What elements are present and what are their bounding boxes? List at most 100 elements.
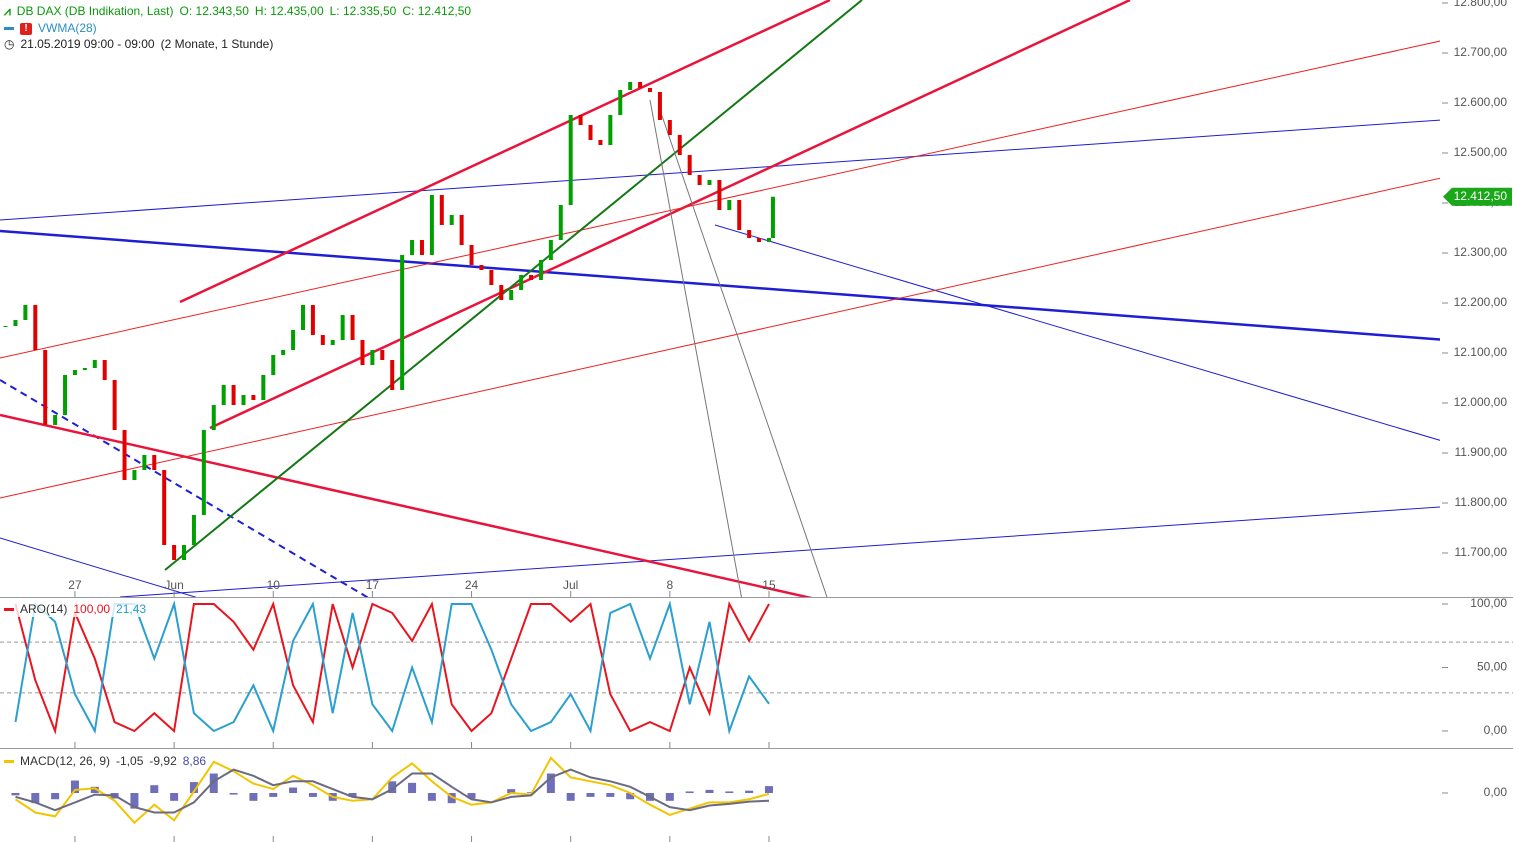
candle — [221, 385, 226, 405]
candle — [538, 260, 543, 280]
candle — [628, 82, 633, 90]
candle — [211, 405, 216, 430]
candle — [82, 368, 87, 370]
indicator-name: MACD(12, 26, 9) — [20, 754, 111, 768]
candle — [757, 238, 762, 242]
candle — [53, 415, 58, 425]
x-tick-label: 10 — [267, 578, 281, 592]
candle — [182, 545, 187, 560]
macd-header: MACD(12, 26, 9) -1,05 -9,92 8,86 — [4, 753, 212, 769]
candle — [191, 515, 196, 545]
indicator-value: 8,86 — [182, 754, 207, 768]
indicator-value: 21,43 — [116, 602, 147, 616]
y-tick-label: 11.900,00 — [1455, 445, 1508, 459]
candle — [330, 340, 335, 345]
x-tick-label: Jun — [164, 578, 183, 592]
indicator-line — [14, 756, 770, 825]
candle — [707, 180, 712, 185]
histogram-bar — [130, 793, 139, 809]
candle — [449, 215, 454, 225]
histogram-bar — [745, 790, 754, 794]
candle — [63, 375, 68, 415]
candle — [261, 375, 266, 400]
candle — [489, 270, 494, 285]
trend-line — [0, 40, 1440, 359]
candle — [92, 360, 97, 368]
candle — [102, 360, 107, 380]
price-header: ⩘ DB DAX (DB Indikation, Last) O: 12.343,5… — [4, 4, 472, 18]
trend-line — [0, 177, 1440, 499]
trend-line — [0, 413, 813, 597]
histogram-bar — [467, 793, 476, 799]
candle — [568, 115, 573, 205]
candle — [727, 200, 732, 210]
aroon-header: ARO(14) 100,00 21,43 — [4, 601, 153, 617]
y-tick-label: 100,00 — [1470, 596, 1507, 610]
histogram-bar — [606, 793, 615, 797]
histogram-bar — [11, 793, 20, 796]
drawings — [0, 0, 1440, 597]
candle — [648, 88, 653, 92]
candle — [509, 290, 514, 300]
instrument: DB DAX (DB Indikation, Last) — [16, 4, 174, 18]
y-tick-label: 11.700,00 — [1455, 545, 1508, 559]
trend-line — [649, 99, 742, 597]
indicator-value: -9,92 — [149, 754, 177, 768]
candle — [162, 470, 167, 545]
overlay-name: VWMA(28) — [38, 21, 97, 35]
candle — [717, 180, 722, 210]
candle — [43, 350, 48, 425]
candle — [271, 355, 276, 375]
histogram-bar — [31, 793, 40, 804]
candle — [291, 330, 296, 350]
candle — [578, 115, 583, 125]
histogram-bar — [209, 773, 218, 794]
trend-line — [164, 0, 863, 571]
histogram-bar — [705, 789, 714, 794]
indicator-value: -1,05 — [116, 754, 144, 768]
histogram-bar — [626, 793, 635, 800]
candle — [122, 430, 127, 480]
candle — [132, 470, 137, 480]
indicator-value: 100,00 — [73, 602, 111, 616]
candle — [310, 305, 315, 335]
candle — [638, 82, 643, 88]
candle — [677, 135, 682, 155]
y-tick-label: 0,00 — [1484, 723, 1508, 737]
histogram-bar — [289, 787, 298, 794]
candle — [112, 380, 117, 430]
histogram-bar — [308, 793, 317, 797]
histogram-bar — [51, 793, 60, 800]
y-tick-label: 12.700,00 — [1454, 45, 1508, 59]
x-tick-label: Jul — [563, 578, 578, 592]
last-price-label: 12.412,50 — [1454, 189, 1508, 203]
y-tick-label: 12.000,00 — [1454, 395, 1508, 409]
histogram-bar — [685, 791, 694, 794]
candle — [558, 205, 563, 240]
y-tick-label: 50,00 — [1477, 660, 1507, 674]
y-tick-label: 0,00 — [1484, 785, 1508, 799]
candle — [608, 115, 613, 145]
trend-line — [209, 0, 1131, 430]
x-tick-label: 27 — [68, 578, 82, 592]
candle — [529, 275, 534, 280]
candle — [320, 335, 325, 345]
y-tick-label: 12.800,00 — [1454, 0, 1508, 9]
candle — [241, 395, 246, 405]
candle — [618, 90, 623, 115]
candle — [697, 175, 702, 185]
y-tick-label: 12.500,00 — [1454, 145, 1508, 159]
y-tick-label: 12.200,00 — [1454, 295, 1508, 309]
indicator-name: ARO(14) — [20, 602, 68, 616]
histogram-bar — [348, 793, 357, 797]
indicator-line — [15, 768, 770, 814]
candle — [439, 195, 444, 225]
histogram-bar — [150, 785, 159, 794]
trend-line — [119, 506, 1440, 597]
trend-line — [714, 224, 1440, 441]
histogram-bar — [764, 786, 773, 794]
candle — [747, 230, 752, 238]
candle — [3, 326, 8, 327]
candle — [172, 545, 177, 560]
last-price-tag — [1443, 187, 1512, 206]
